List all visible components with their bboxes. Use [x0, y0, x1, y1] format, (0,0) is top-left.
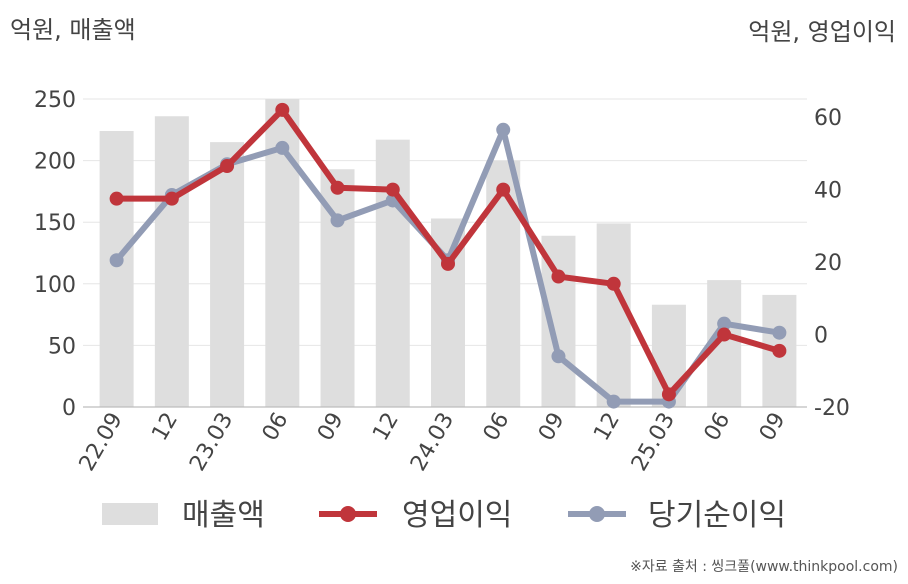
point-net-income [606, 394, 621, 409]
point-operating-profit [661, 387, 676, 402]
point-operating-profit [606, 276, 621, 291]
point-operating-profit [275, 102, 290, 117]
point-net-income [772, 325, 787, 340]
legend-marker-operating-profit [340, 506, 356, 522]
point-operating-profit [496, 182, 511, 197]
left-axis-tick-label: 100 [34, 273, 76, 298]
legend-label-net-income: 당기순이익 [648, 498, 786, 533]
point-operating-profit [220, 159, 235, 174]
left-axis-tick-label: 50 [48, 334, 76, 359]
point-net-income [496, 122, 511, 137]
legend: 매출액 영업이익 당기순이익 [102, 498, 786, 533]
point-net-income [551, 349, 566, 364]
bar-revenue [99, 131, 134, 408]
x-tick-label: 09 [313, 409, 349, 446]
source-note: ※자료 출처 : 씽크풀(www.thinkpool.com) [630, 559, 898, 575]
point-operating-profit [385, 182, 400, 197]
x-tick-label: 12 [589, 409, 625, 446]
x-tick-label: 25.03 [627, 409, 680, 476]
point-operating-profit [551, 269, 566, 284]
x-tick-label: 12 [368, 409, 404, 446]
bar-revenue [154, 116, 189, 408]
x-tick-label: 09 [755, 409, 791, 446]
x-tick-label: 06 [258, 409, 294, 446]
x-tick-label: 12 [147, 409, 183, 446]
x-tick-label: 24.03 [406, 409, 459, 476]
bar-revenue [486, 160, 521, 407]
x-tick-label: 06 [700, 409, 736, 446]
left-axis-tick-label: 0 [62, 396, 76, 421]
point-net-income [275, 140, 290, 155]
left-axis-tick-label: 150 [34, 211, 76, 236]
point-net-income [109, 253, 124, 268]
label-layer: 억원, 매출액 억원, 영업이익 ※자료 출처 : 씽크풀(www.thinkp… [10, 16, 898, 575]
x-tick-label: 23.03 [185, 409, 238, 476]
right-axis-unit-label: 억원, 영업이익 [748, 18, 896, 46]
point-operating-profit [717, 327, 732, 342]
legend-marker-net-income [589, 506, 605, 522]
point-operating-profit [330, 180, 345, 195]
right-axis-tick-label: 20 [814, 251, 842, 276]
point-operating-profit [164, 191, 179, 206]
right-axis-tick-label: 0 [814, 324, 828, 349]
left-axis-tick-label: 200 [34, 150, 76, 175]
point-net-income [330, 213, 345, 228]
left-axis-unit-label: 억원, 매출액 [10, 16, 136, 44]
x-tick-label: 22.09 [75, 409, 128, 476]
line-layer [109, 102, 787, 409]
right-axis-tick-label: -20 [814, 396, 850, 421]
legend-label-operating-profit: 영업이익 [402, 498, 512, 533]
legend-label-revenue: 매출액 [182, 498, 265, 533]
point-operating-profit [441, 256, 455, 271]
right-axis-tick-label: 60 [814, 106, 842, 131]
legend-swatch-revenue [102, 503, 158, 525]
x-tick-label: 06 [479, 409, 515, 446]
bar-revenue [375, 139, 410, 407]
point-net-income [717, 316, 732, 331]
x-tick-label: 09 [534, 409, 570, 446]
bar-revenue [596, 223, 631, 407]
point-operating-profit [109, 191, 124, 206]
bar-revenue [210, 142, 245, 407]
point-operating-profit [772, 343, 787, 358]
right-axis-tick-label: 40 [814, 179, 842, 204]
left-axis-tick-label: 250 [34, 88, 76, 113]
